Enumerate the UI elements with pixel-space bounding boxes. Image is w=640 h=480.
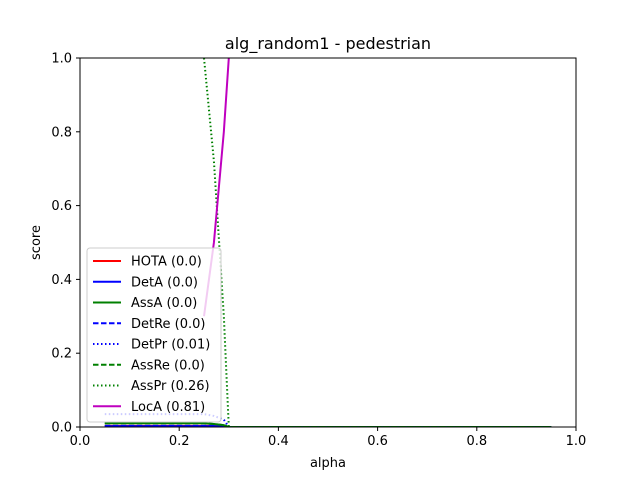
legend-label-4: DetPr (0.01) [131, 338, 210, 353]
x-tick-label: 0.6 [367, 434, 388, 449]
series-layer [104, 58, 552, 427]
y-tick-label: 1.0 [51, 52, 72, 67]
series-line-3 [104, 424, 552, 427]
legend-label-5: AssRe (0.0) [131, 358, 205, 373]
y-tick-label: 0.2 [51, 347, 72, 362]
legend-label-6: AssPr (0.26) [131, 379, 210, 394]
legend-label-2: AssA (0.0) [131, 296, 197, 311]
y-tick-label: 0.0 [51, 421, 72, 436]
y-tick-label: 0.8 [51, 125, 72, 140]
y-tick-label: 0.6 [51, 199, 72, 214]
x-tick-label: 0.8 [466, 434, 487, 449]
y-axis-label: score [29, 225, 44, 260]
x-tick-label: 0.0 [70, 434, 91, 449]
axes-layer: 0.0 0.2 0.4 0.6 0.8 1.0 0.0 0.2 0.4 0.6 0.8 1.0 [51, 52, 586, 450]
series-line-6 [203, 58, 552, 427]
chart-title: alg_random1 - pedestrian [225, 34, 431, 54]
legend-box [86, 247, 222, 423]
legend-label-1: DetA (0.0) [131, 275, 198, 290]
plot-frame [79, 57, 577, 428]
legend-label-7: LocA (0.81) [131, 400, 205, 415]
x-tick-label: 0.4 [268, 434, 289, 449]
series-line-5 [104, 422, 552, 427]
x-tick-label: 0.2 [169, 434, 190, 449]
x-axis-label: alpha [310, 456, 346, 471]
legend-label-3: DetRe (0.0) [131, 317, 206, 332]
x-tick-label: 1.0 [566, 434, 587, 449]
y-tick-label: 0.4 [51, 273, 72, 288]
legend-label-0: HOTA (0.0) [131, 255, 202, 270]
legend: HOTA (0.0) DetA (0.0) AssA (0.0) DetRe (0.0… [86, 247, 222, 423]
